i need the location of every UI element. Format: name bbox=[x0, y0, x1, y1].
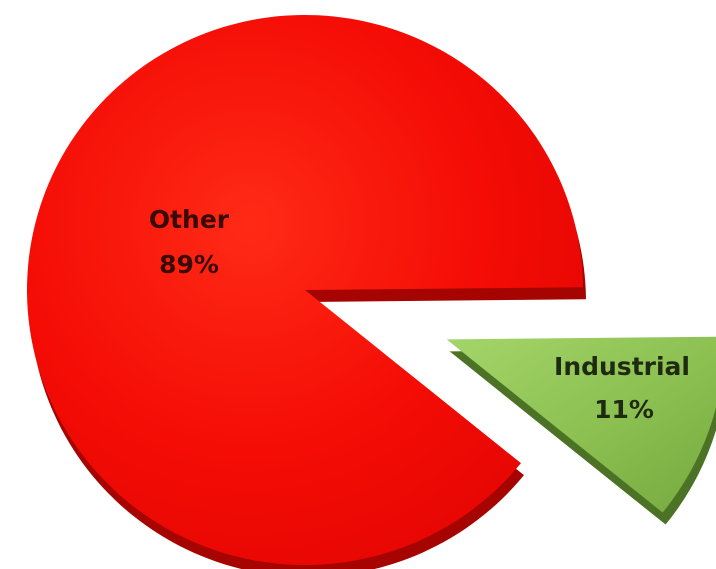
slice-other-group: Other 89% bbox=[27, 15, 586, 569]
slice-industrial-label: Industrial bbox=[554, 352, 690, 381]
slice-other-label: Other bbox=[149, 205, 230, 234]
slice-other-value: 89% bbox=[159, 250, 219, 279]
slice-industrial-value: 11% bbox=[594, 395, 654, 424]
